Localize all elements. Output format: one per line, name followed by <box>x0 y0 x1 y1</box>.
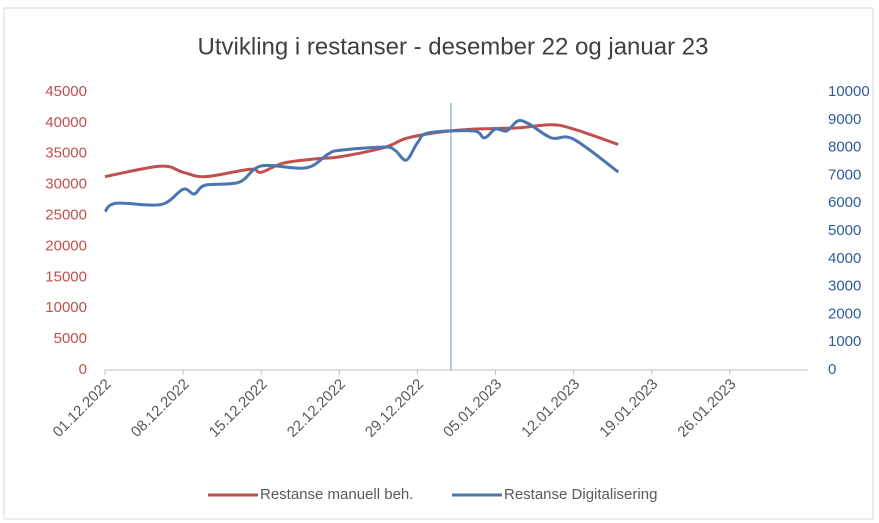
y-tick-label: 25000 <box>45 207 87 224</box>
y-tick-label: 35000 <box>45 145 87 162</box>
series-line <box>104 123 619 179</box>
y2-tick-label: 4000 <box>828 250 861 267</box>
y-tick-label: 10000 <box>45 299 87 316</box>
y2-tick-label: 10000 <box>828 83 870 100</box>
y2-tick-label: 6000 <box>828 194 861 211</box>
chart-frame <box>3 7 874 520</box>
y-tick-label: 40000 <box>45 114 87 131</box>
y2-tick-label: 3000 <box>828 278 861 295</box>
y2-tick-label: 8000 <box>828 139 861 156</box>
y2-tick-label: 7000 <box>828 166 861 183</box>
y-tick-label: 30000 <box>45 176 87 193</box>
y-tick-label: 15000 <box>45 268 87 285</box>
y2-tick-label: 5000 <box>828 222 861 239</box>
legend-label: Restanse manuell beh. <box>260 486 413 503</box>
series-line <box>103 119 620 213</box>
y-tick-label: 5000 <box>54 330 87 347</box>
chart-title: Utvikling i restanser - desember 22 og j… <box>198 33 709 60</box>
y-tick-label: 20000 <box>45 237 87 254</box>
y2-tick-label: 1000 <box>828 333 861 350</box>
y2-tick-label: 2000 <box>828 305 861 322</box>
y2-tick-label: 9000 <box>828 111 861 128</box>
y-tick-label: 0 <box>79 361 87 378</box>
y2-tick-label: 0 <box>828 361 836 378</box>
y-tick-label: 45000 <box>45 83 87 100</box>
legend-label: Restanse Digitalisering <box>504 486 657 503</box>
